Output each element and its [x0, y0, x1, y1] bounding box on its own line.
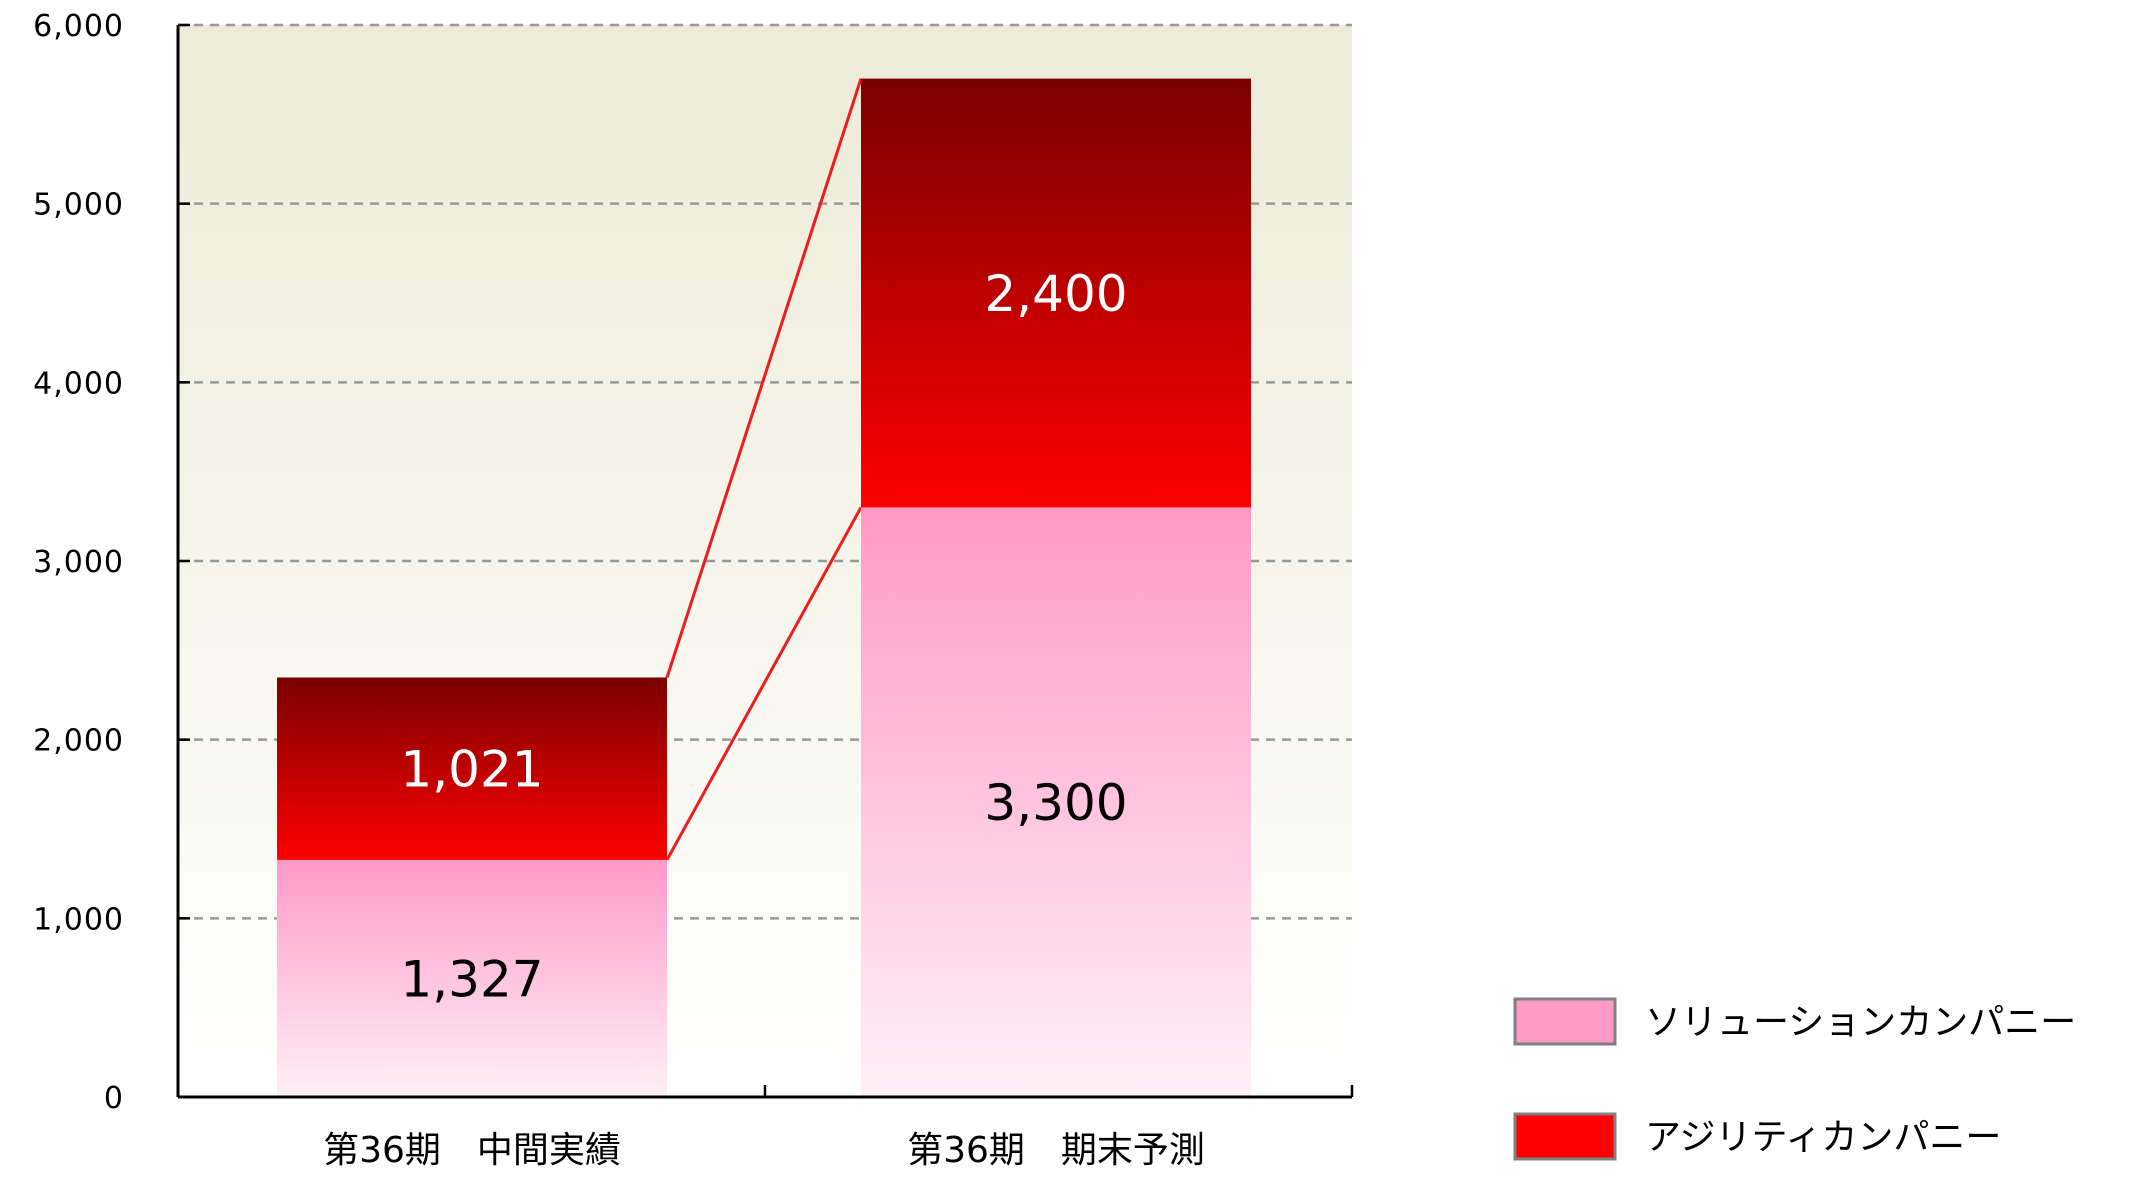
bar-solution-0 — [277, 859, 667, 1097]
legend-swatch — [1513, 1112, 1617, 1161]
y-tick-label: 1,000 — [33, 902, 124, 937]
x-category-label: 第36期 中間実績 — [323, 1130, 621, 1171]
bars — [277, 78, 1251, 1097]
y-tick-label: 5,000 — [33, 188, 124, 223]
y-tick-label: 4,000 — [33, 366, 124, 401]
x-category-label: 第36期 期末予測 — [907, 1130, 1205, 1171]
connector-line — [665, 506, 863, 861]
legend-label: アジリティカンパニー — [1645, 1117, 2001, 1158]
legend-label: ソリューションカンパニー — [1645, 1002, 2076, 1043]
labels: 1,327 1,021 第36期 中間実績 3,300 2,400 第36期 期末予測 — [323, 265, 1205, 1171]
data-label: 1,021 — [400, 741, 543, 799]
bar-agility-1 — [861, 78, 1251, 508]
y-tick-label: 2,000 — [33, 724, 124, 759]
legend-swatch — [1513, 997, 1617, 1046]
bar-solution-1 — [861, 507, 1251, 1097]
data-label: 2,400 — [984, 265, 1127, 323]
y-tick-label: 0 — [104, 1081, 124, 1116]
connector-lines — [665, 78, 863, 861]
data-label: 3,300 — [984, 774, 1127, 832]
y-tick-label: 6,000 — [33, 9, 124, 44]
y-tick-label: 3,000 — [33, 545, 124, 580]
bar-agility-0 — [277, 677, 667, 860]
connector-line — [665, 78, 863, 678]
data-label: 1,327 — [400, 950, 543, 1008]
axes: 0 1,000 2,000 3,000 4,000 5,000 6,000 — [33, 9, 1354, 1116]
